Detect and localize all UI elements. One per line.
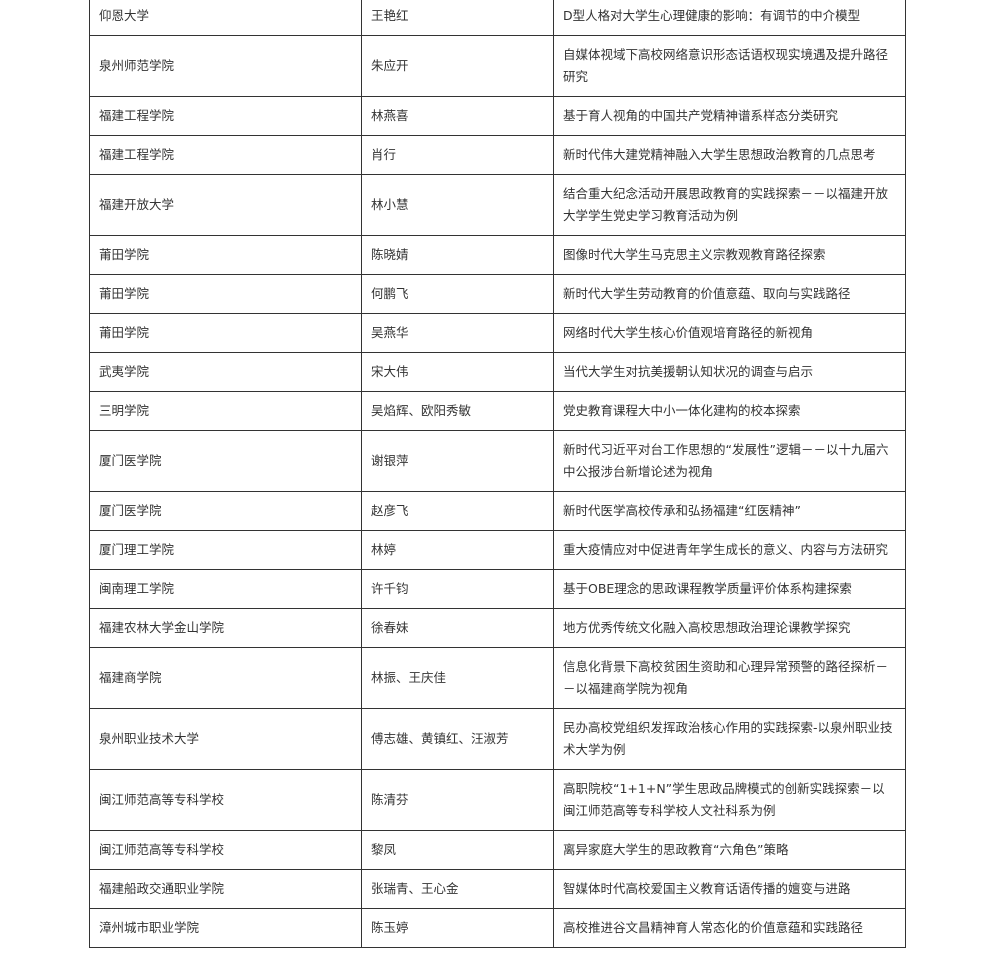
author: 谢银萍 bbox=[361, 430, 554, 492]
paper-title: 智媒体时代高校爱国主义教育话语传播的嬗变与进路 bbox=[553, 869, 906, 909]
table-row: 三明学院 吴焰辉、欧阳秀敏 党史教育课程大中小一体化建构的校本探索 bbox=[89, 391, 906, 431]
paper-title: 图像时代大学生马克思主义宗教观教育路径探索 bbox=[553, 235, 906, 275]
table-row: 闽南理工学院 许千钧 基于OBE理念的思政课程教学质量评价体系构建探索 bbox=[89, 569, 906, 609]
school: 武夷学院 bbox=[89, 352, 362, 392]
paper-title: 地方优秀传统文化融入高校思想政治理论课教学探究 bbox=[553, 608, 906, 648]
author: 林振、王庆佳 bbox=[361, 647, 554, 709]
school: 泉州职业技术大学 bbox=[89, 708, 362, 770]
school: 福建工程学院 bbox=[89, 96, 362, 136]
author: 吴焰辉、欧阳秀敏 bbox=[361, 391, 554, 431]
school: 莆田学院 bbox=[89, 235, 362, 275]
table-row: 仰恩大学 王艳红 D型人格对大学生心理健康的影响：有调节的中介模型 bbox=[89, 0, 906, 36]
author: 许千钧 bbox=[361, 569, 554, 609]
table-row: 厦门理工学院 林婷 重大疫情应对中促进青年学生成长的意义、内容与方法研究 bbox=[89, 530, 906, 570]
school: 福建开放大学 bbox=[89, 174, 362, 236]
table-row: 莆田学院 吴燕华 网络时代大学生核心价值观培育路径的新视角 bbox=[89, 313, 906, 353]
paper-title: 新时代习近平对台工作思想的“发展性”逻辑－－以十九届六中公报涉台新增论述为视角 bbox=[553, 430, 906, 492]
author: 朱应开 bbox=[361, 35, 554, 97]
paper-title: 重大疫情应对中促进青年学生成长的意义、内容与方法研究 bbox=[553, 530, 906, 570]
table-body: 仰恩大学 王艳红 D型人格对大学生心理健康的影响：有调节的中介模型 泉州师范学院 朱应开… bbox=[89, 0, 906, 948]
paper-title: 新时代医学高校传承和弘扬福建“红医精神” bbox=[553, 491, 906, 531]
paper-title: 基于OBE理念的思政课程教学质量评价体系构建探索 bbox=[553, 569, 906, 609]
table-row: 泉州师范学院 朱应开 自媒体视域下高校网络意识形态话语权现实境遇及提升路径研究 bbox=[89, 35, 906, 97]
school: 厦门医学院 bbox=[89, 491, 362, 531]
school: 福建商学院 bbox=[89, 647, 362, 709]
table-row: 泉州职业技术大学 傅志雄、黄镇红、汪淑芳 民办高校党组织发挥政治核心作用的实践探索-… bbox=[89, 708, 906, 770]
paper-title: 离异家庭大学生的思政教育“六角色”策略 bbox=[553, 830, 906, 870]
school: 福建船政交通职业学院 bbox=[89, 869, 362, 909]
paper-title: 基于育人视角的中国共产党精神谱系样态分类研究 bbox=[553, 96, 906, 136]
author: 赵彦飞 bbox=[361, 491, 554, 531]
school: 福建农林大学金山学院 bbox=[89, 608, 362, 648]
school: 三明学院 bbox=[89, 391, 362, 431]
author: 陈清芬 bbox=[361, 769, 554, 831]
school: 莆田学院 bbox=[89, 274, 362, 314]
table-row: 福建船政交通职业学院 张瑞青、王心金 智媒体时代高校爱国主义教育话语传播的嬗变与进路 bbox=[89, 869, 906, 909]
paper-title: 新时代大学生劳动教育的价值意蕴、取向与实践路径 bbox=[553, 274, 906, 314]
table-row: 武夷学院 宋大伟 当代大学生对抗美援朝认知状况的调查与启示 bbox=[89, 352, 906, 392]
table-row: 莆田学院 何鹏飞 新时代大学生劳动教育的价值意蕴、取向与实践路径 bbox=[89, 274, 906, 314]
table-row: 闽江师范高等专科学校 陈清芬 高职院校“1+1+N”学生思政品牌模式的创新实践探索－… bbox=[89, 769, 906, 831]
paper-title: 高职院校“1+1+N”学生思政品牌模式的创新实践探索－以闽江师范高等专科学校人文… bbox=[553, 769, 906, 831]
author: 陈晓婧 bbox=[361, 235, 554, 275]
paper-title: 信息化背景下高校贫困生资助和心理异常预警的路径探析－－以福建商学院为视角 bbox=[553, 647, 906, 709]
school: 厦门医学院 bbox=[89, 430, 362, 492]
author: 吴燕华 bbox=[361, 313, 554, 353]
author: 林小慧 bbox=[361, 174, 554, 236]
table-row: 厦门医学院 谢银萍 新时代习近平对台工作思想的“发展性”逻辑－－以十九届六中公报涉台… bbox=[89, 430, 906, 492]
table-row: 福建开放大学 林小慧 结合重大纪念活动开展思政教育的实践探索－－以福建开放大学学生党… bbox=[89, 174, 906, 236]
paper-title: 民办高校党组织发挥政治核心作用的实践探索-以泉州职业技术大学为例 bbox=[553, 708, 906, 770]
paper-title: 网络时代大学生核心价值观培育路径的新视角 bbox=[553, 313, 906, 353]
school: 泉州师范学院 bbox=[89, 35, 362, 97]
table-row: 福建商学院 林振、王庆佳 信息化背景下高校贫困生资助和心理异常预警的路径探析－－以福… bbox=[89, 647, 906, 709]
paper-title: 新时代伟大建党精神融入大学生思想政治教育的几点思考 bbox=[553, 135, 906, 175]
table-row: 莆田学院 陈晓婧 图像时代大学生马克思主义宗教观教育路径探索 bbox=[89, 235, 906, 275]
author: 肖行 bbox=[361, 135, 554, 175]
author: 林婷 bbox=[361, 530, 554, 570]
school: 仰恩大学 bbox=[89, 0, 362, 36]
paper-table: 仰恩大学 王艳红 D型人格对大学生心理健康的影响：有调节的中介模型 泉州师范学院 朱应开… bbox=[89, 0, 906, 948]
paper-title: 自媒体视域下高校网络意识形态话语权现实境遇及提升路径研究 bbox=[553, 35, 906, 97]
school: 闽南理工学院 bbox=[89, 569, 362, 609]
table-row: 厦门医学院 赵彦飞 新时代医学高校传承和弘扬福建“红医精神” bbox=[89, 491, 906, 531]
school: 厦门理工学院 bbox=[89, 530, 362, 570]
school: 福建工程学院 bbox=[89, 135, 362, 175]
author: 宋大伟 bbox=[361, 352, 554, 392]
paper-title: 党史教育课程大中小一体化建构的校本探索 bbox=[553, 391, 906, 431]
table-row: 福建农林大学金山学院 徐春妹 地方优秀传统文化融入高校思想政治理论课教学探究 bbox=[89, 608, 906, 648]
author: 张瑞青、王心金 bbox=[361, 869, 554, 909]
table-row: 福建工程学院 林燕喜 基于育人视角的中国共产党精神谱系样态分类研究 bbox=[89, 96, 906, 136]
author: 徐春妹 bbox=[361, 608, 554, 648]
table-row: 福建工程学院 肖行 新时代伟大建党精神融入大学生思想政治教育的几点思考 bbox=[89, 135, 906, 175]
author: 陈玉婷 bbox=[361, 908, 554, 948]
table-row: 闽江师范高等专科学校 黎凤 离异家庭大学生的思政教育“六角色”策略 bbox=[89, 830, 906, 870]
author: 王艳红 bbox=[361, 0, 554, 36]
author: 林燕喜 bbox=[361, 96, 554, 136]
author: 何鹏飞 bbox=[361, 274, 554, 314]
table-row: 漳州城市职业学院 陈玉婷 高校推进谷文昌精神育人常态化的价值意蕴和实践路径 bbox=[89, 908, 906, 948]
paper-title: 当代大学生对抗美援朝认知状况的调查与启示 bbox=[553, 352, 906, 392]
school: 闽江师范高等专科学校 bbox=[89, 769, 362, 831]
school: 莆田学院 bbox=[89, 313, 362, 353]
author: 黎凤 bbox=[361, 830, 554, 870]
paper-title: 高校推进谷文昌精神育人常态化的价值意蕴和实践路径 bbox=[553, 908, 906, 948]
school: 闽江师范高等专科学校 bbox=[89, 830, 362, 870]
author: 傅志雄、黄镇红、汪淑芳 bbox=[361, 708, 554, 770]
paper-title: 结合重大纪念活动开展思政教育的实践探索－－以福建开放大学学生党史学习教育活动为例 bbox=[553, 174, 906, 236]
school: 漳州城市职业学院 bbox=[89, 908, 362, 948]
paper-title: D型人格对大学生心理健康的影响：有调节的中介模型 bbox=[553, 0, 906, 36]
